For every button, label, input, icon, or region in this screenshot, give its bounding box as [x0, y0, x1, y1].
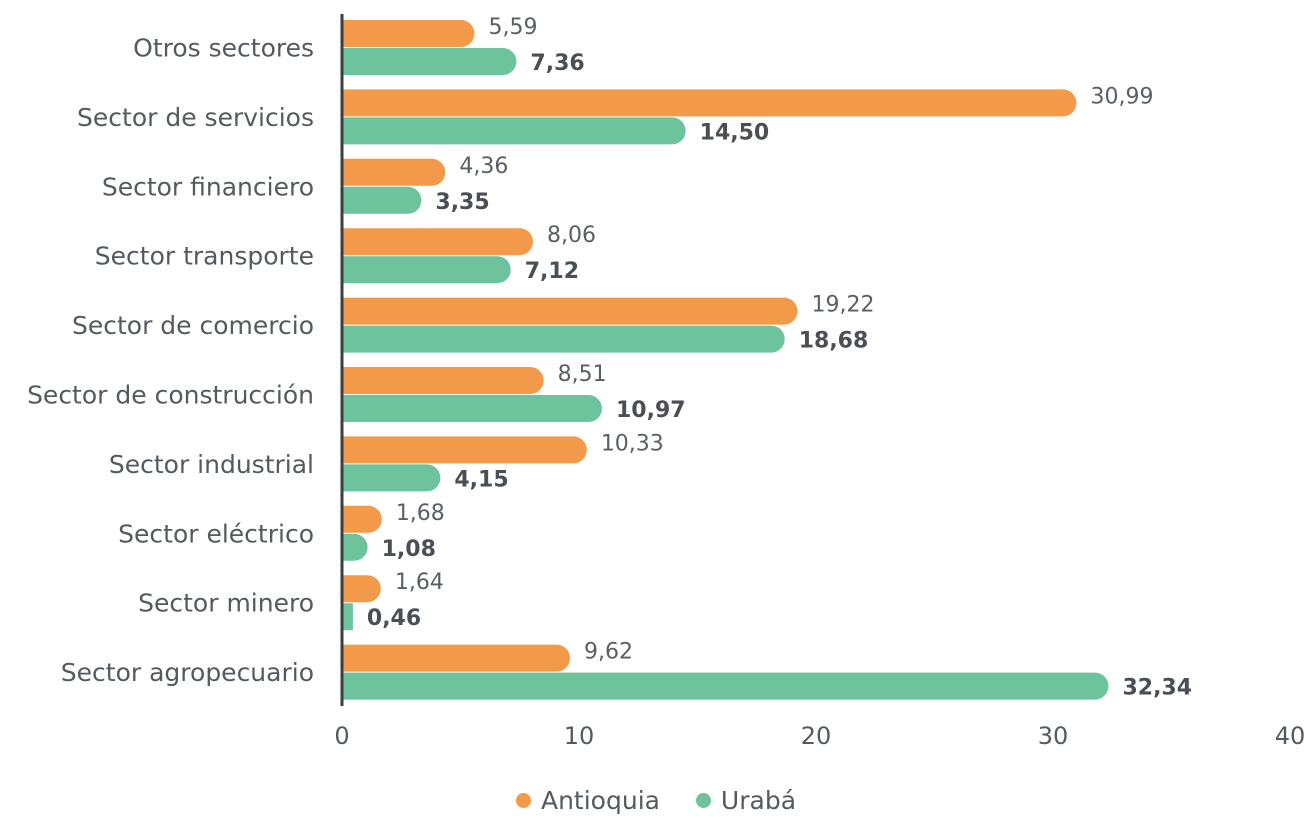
legend-swatch-antioquia	[515, 792, 531, 808]
bar-antioquia	[341, 228, 534, 256]
bar-antioquia	[342, 367, 544, 394]
category-label: Sector de construcción	[27, 381, 314, 410]
bar-chart: Otros sectores Sector de servicios Sector …	[27, 14, 1305, 750]
bar-uraba	[342, 117, 686, 145]
data-label-uraba: 1,08	[382, 537, 436, 562]
bar-antioquia	[342, 644, 570, 672]
bar-uraba	[342, 325, 785, 353]
category-label: Otros sectores	[133, 34, 314, 63]
data-label-uraba: 7,36	[530, 51, 584, 76]
data-label-uraba: 14,50	[700, 120, 770, 145]
data-label-antioquia: 1,64	[395, 570, 444, 595]
data-label-antioquia: 1,68	[396, 501, 445, 526]
bar-antioquia	[342, 575, 381, 603]
x-axis-ticks: 0 10 20 30 40	[334, 722, 1305, 750]
bar-uraba	[342, 464, 441, 492]
data-label-antioquia: 10,33	[601, 431, 664, 456]
data-label-antioquia: 19,22	[812, 293, 875, 318]
bar-antioquia	[342, 89, 1077, 117]
category-label: Sector minero	[138, 589, 314, 618]
x-tick-label: 0	[334, 722, 349, 750]
bar-antioquia	[342, 505, 382, 533]
category-label: Sector eléctrico	[118, 519, 314, 548]
bar-uraba	[342, 186, 422, 214]
bar-antioquia	[342, 20, 475, 47]
legend: Antioquia Urabá	[0, 786, 1312, 815]
value-labels: 5,59 7,36 30,99 14,50 4,36 3,35 8,06 7,12 19,22 1…	[367, 15, 1192, 701]
bar-antioquia	[342, 297, 798, 325]
bar-uraba	[342, 603, 353, 631]
x-tick-label: 20	[801, 722, 832, 750]
x-tick-label: 10	[564, 722, 595, 750]
x-tick-label: 30	[1038, 722, 1069, 750]
data-label-uraba: 0,46	[367, 606, 421, 631]
category-label: Sector de comercio	[72, 311, 314, 340]
bar-uraba	[342, 48, 517, 75]
data-label-antioquia: 4,36	[459, 154, 508, 179]
category-label: Sector financiero	[102, 172, 314, 201]
category-label: Sector industrial	[109, 450, 314, 479]
data-label-antioquia: 9,62	[584, 640, 633, 665]
bar-uraba	[342, 395, 602, 422]
data-label-antioquia: 30,99	[1090, 84, 1153, 109]
category-labels: Otros sectores Sector de servicios Sector …	[27, 34, 314, 688]
data-label-antioquia: 5,59	[488, 15, 537, 40]
category-label: Sector de servicios	[77, 103, 314, 132]
bar-uraba	[342, 533, 368, 561]
data-label-uraba: 3,35	[435, 190, 489, 215]
bar-uraba	[342, 256, 511, 284]
data-label-uraba: 18,68	[799, 329, 869, 354]
data-label-uraba: 32,34	[1122, 676, 1192, 701]
data-label-uraba: 4,15	[454, 467, 508, 492]
x-tick-label: 40	[1275, 722, 1306, 750]
legend-item-uraba: Urabá	[695, 786, 797, 815]
data-label-antioquia: 8,06	[547, 223, 596, 248]
legend-item-antioquia: Antioquia	[515, 786, 660, 815]
data-label-uraba: 10,97	[616, 398, 686, 423]
category-label: Sector transporte	[95, 242, 314, 271]
data-label-antioquia: 8,51	[558, 362, 607, 387]
legend-label-uraba: Urabá	[720, 786, 797, 815]
bar-antioquia	[342, 158, 446, 186]
bars	[341, 20, 1109, 700]
bar-antioquia	[342, 436, 587, 464]
legend-swatch-uraba	[695, 792, 711, 808]
legend-label-antioquia: Antioquia	[540, 786, 660, 815]
category-label: Sector agropecuario	[61, 658, 314, 687]
bar-uraba	[342, 672, 1109, 700]
data-label-uraba: 7,12	[525, 259, 579, 284]
